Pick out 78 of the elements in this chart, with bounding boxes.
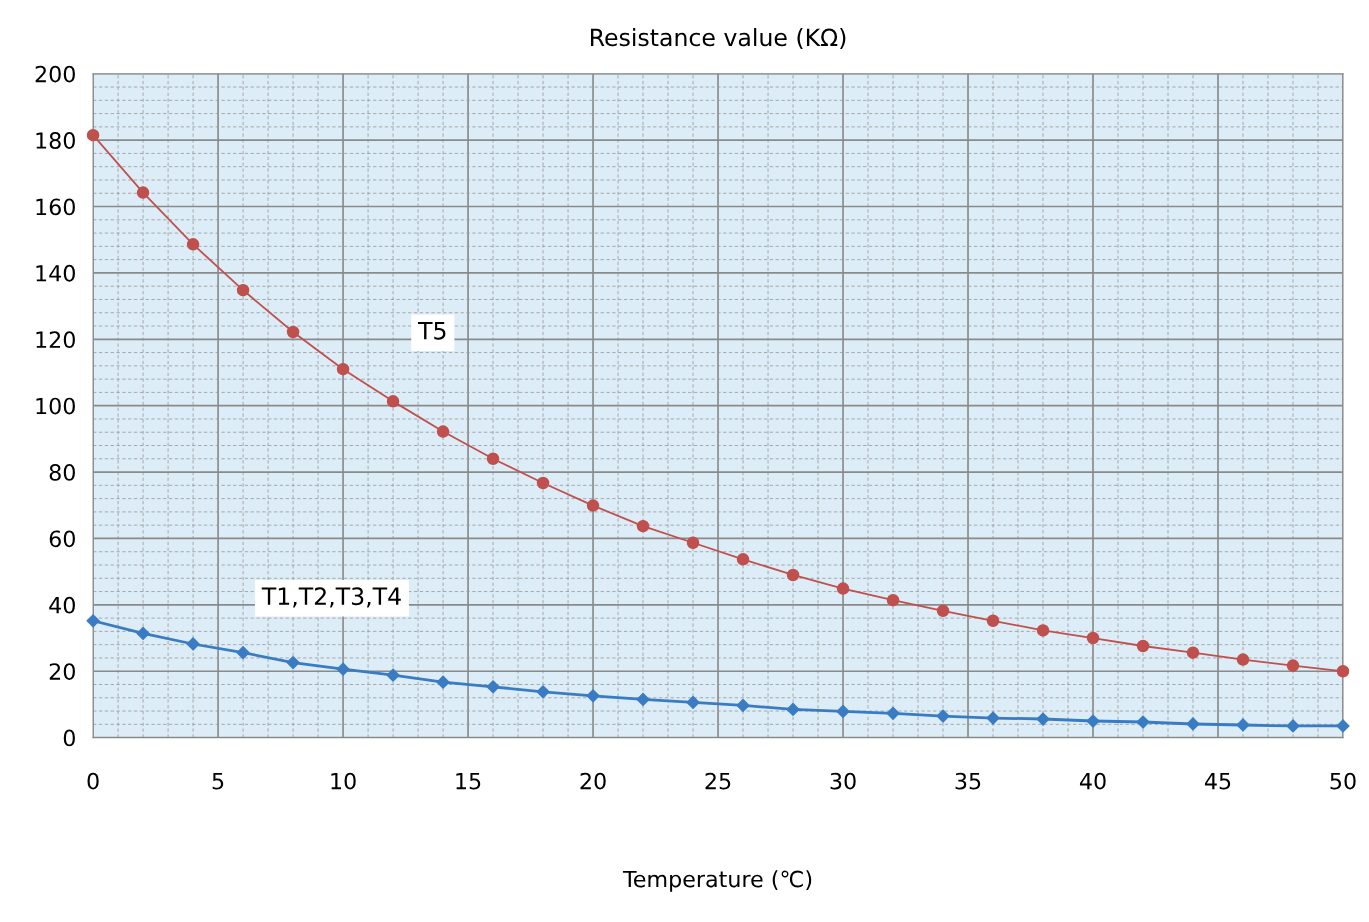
- point: [536, 476, 550, 490]
- x-tick-label: 15: [456, 773, 481, 790]
- point: [1086, 714, 1100, 728]
- point: [136, 626, 150, 640]
- y-tick-label: 200: [35, 65, 75, 83]
- point: [1336, 664, 1350, 678]
- x-tick-label: 0: [87, 772, 99, 790]
- y-tick-label: 120: [36, 331, 75, 349]
- point: [1286, 659, 1300, 672]
- point: [1086, 631, 1100, 645]
- point: [736, 698, 750, 712]
- point: [236, 283, 250, 297]
- y-tick-label: 80: [49, 464, 75, 481]
- point: [486, 452, 500, 466]
- point: [586, 689, 600, 703]
- point: [1136, 715, 1150, 729]
- point: [1236, 653, 1250, 666]
- point: [1036, 624, 1050, 637]
- point: [386, 395, 400, 408]
- point: [1036, 712, 1050, 726]
- y-tick-label: 100: [36, 397, 75, 415]
- point: [336, 662, 350, 676]
- y-tick-label: 140: [36, 264, 75, 282]
- series-label: T1,T2,T3,T4: [261, 587, 401, 608]
- y-tick-label: 40: [49, 596, 75, 614]
- point: [86, 614, 100, 628]
- point: [986, 614, 1000, 628]
- point: [1136, 639, 1150, 653]
- x-axis-title: Temperature (℃): [622, 870, 812, 892]
- point: [936, 709, 950, 723]
- point: [486, 680, 500, 694]
- point: [186, 637, 200, 651]
- x-tick-label: 20: [580, 772, 606, 790]
- x-tick-label: 10: [331, 772, 356, 790]
- point: [1236, 718, 1250, 732]
- point: [636, 519, 650, 533]
- text: T5: [418, 322, 446, 340]
- point: [286, 325, 300, 339]
- point: [936, 604, 950, 618]
- point: [986, 711, 1000, 725]
- point: [186, 238, 200, 251]
- x-tick-label: 5: [212, 773, 224, 790]
- point: [236, 646, 250, 660]
- point: [636, 692, 650, 707]
- x-tick-label: 30: [830, 772, 856, 790]
- point: [336, 362, 350, 376]
- x-tick-label: 40: [1079, 772, 1106, 790]
- point: [536, 685, 550, 699]
- point: [1336, 719, 1350, 733]
- point: [1186, 717, 1200, 731]
- point: [686, 695, 700, 710]
- point: [436, 675, 450, 689]
- point: [886, 593, 900, 607]
- point: [686, 536, 700, 550]
- point: [836, 704, 850, 718]
- point: [386, 668, 400, 682]
- point: [786, 568, 800, 582]
- point: [1286, 719, 1300, 733]
- y-tick-label: 160: [36, 198, 75, 216]
- point: [286, 655, 300, 670]
- x-tick-label: 25: [705, 772, 731, 790]
- y-tick-label: 0: [63, 729, 75, 747]
- point: [136, 186, 150, 199]
- chart-title: Resistance value (KΩ): [591, 28, 846, 50]
- point: [436, 425, 450, 438]
- y-tick-label: 60: [49, 530, 75, 548]
- y-tick-label: 180: [36, 132, 75, 149]
- x-tick-label: 45: [1204, 773, 1231, 790]
- point: [886, 706, 900, 720]
- x-tick-label: 35: [955, 772, 981, 790]
- x-tick-label: 50: [1330, 772, 1356, 790]
- point: [1186, 646, 1200, 659]
- point: [786, 702, 800, 716]
- point: [836, 582, 850, 595]
- point: [586, 499, 600, 512]
- point: [86, 128, 100, 142]
- point: [736, 553, 750, 566]
- y-tick-label: 20: [49, 663, 75, 680]
